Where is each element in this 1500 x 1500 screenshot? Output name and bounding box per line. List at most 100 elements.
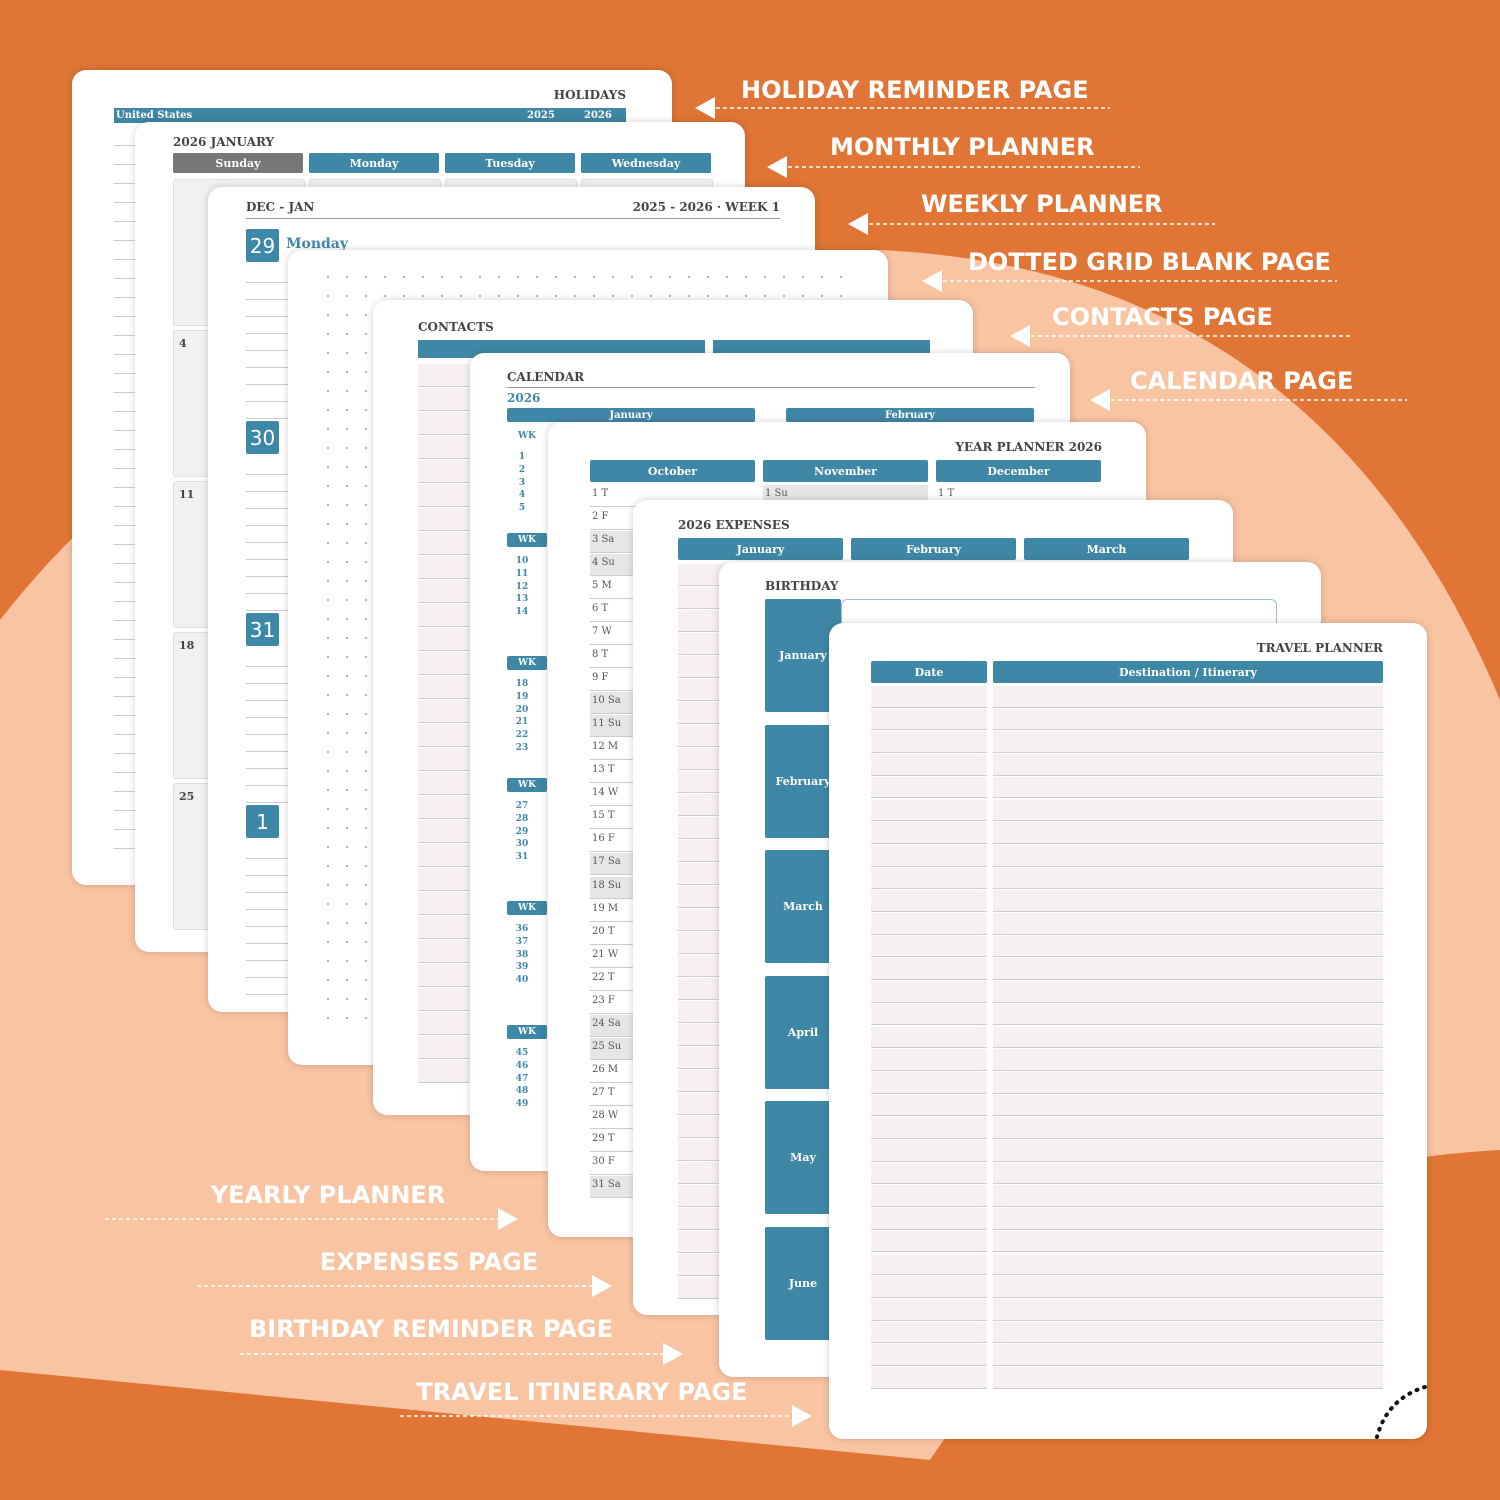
row-line: [871, 754, 987, 776]
week-number: 21: [515, 717, 529, 728]
row-line: [246, 386, 288, 402]
week-number: 23: [515, 743, 529, 753]
row-line: [993, 799, 1383, 822]
week-number: 4: [518, 490, 526, 501]
row-line: [871, 958, 987, 981]
row-line: [993, 981, 1383, 1003]
row-line: [871, 1230, 987, 1253]
row-line: [246, 561, 288, 577]
row-line: [246, 787, 288, 803]
row-line: [871, 1276, 987, 1298]
date-number: 4: [179, 337, 187, 350]
row-line: [246, 843, 288, 859]
page-title: HOLIDAYS: [553, 88, 626, 102]
day-label: 1 T: [592, 488, 609, 499]
row-line: [246, 284, 288, 300]
row-line: [871, 708, 987, 731]
week-number: 3: [518, 477, 526, 488]
row-line: [246, 770, 288, 786]
year-label: 2026: [584, 110, 612, 121]
week-number: 18: [515, 679, 529, 689]
week-number: 14: [515, 607, 529, 618]
date-number: 11: [179, 488, 195, 501]
month-bar: February: [786, 408, 1034, 422]
day-label: 20 T: [592, 925, 615, 937]
week-number: 38: [515, 949, 529, 960]
row-line: [246, 911, 288, 927]
row-line: [871, 731, 987, 754]
row-line: [993, 1276, 1383, 1298]
row-line: [246, 685, 288, 701]
day-label: 11 Su: [592, 718, 622, 730]
month-bar: January: [678, 538, 843, 560]
week-number: 47: [515, 1073, 529, 1084]
week-number: 5: [518, 503, 526, 514]
month-block: January: [765, 599, 841, 712]
row-line: [871, 935, 987, 958]
row-line: [871, 1049, 987, 1071]
row-line: [871, 1298, 987, 1321]
row-line: [993, 708, 1383, 731]
week-number: 27: [515, 801, 529, 811]
week-number: 36: [515, 924, 529, 934]
row-line: [246, 962, 288, 978]
row-line: [246, 877, 288, 893]
row-line: [246, 335, 288, 351]
row-line: [871, 890, 987, 912]
travel-page: TRAVEL PLANNER Date Destination / Itinerar…: [829, 623, 1427, 1439]
row-line: [871, 1003, 987, 1026]
row-line: [871, 1253, 987, 1276]
row-line: [246, 719, 288, 735]
wk-header: WK: [507, 1025, 547, 1039]
day-number: 1: [246, 805, 279, 838]
month-bar: March: [1024, 538, 1189, 560]
day-label: 28 W: [592, 1109, 619, 1121]
day-label: 9 F: [592, 672, 609, 684]
wk-header: WK: [507, 656, 547, 670]
dotted-arc: [1375, 1385, 1427, 1439]
week-number: 1: [518, 452, 526, 462]
row-line: [246, 894, 288, 910]
row-line: [993, 1162, 1383, 1185]
row-line: [993, 913, 1383, 935]
week-number: 20: [515, 704, 529, 715]
row-line: [246, 476, 288, 492]
week-number: 48: [515, 1086, 529, 1097]
row-line: [246, 736, 288, 752]
month-block: May: [765, 1101, 841, 1214]
page-title: YEAR PLANNER 2026: [955, 440, 1102, 454]
day-label: 23 F: [592, 994, 615, 1006]
weekday-header: Monday: [309, 153, 439, 173]
page-title: CONTACTS: [418, 320, 494, 334]
week-number: 28: [515, 813, 529, 824]
row-line: [871, 1208, 987, 1230]
country: United States: [116, 110, 193, 121]
day-label: 15 T: [592, 810, 615, 822]
row-line: [246, 318, 288, 334]
row-line: [993, 1367, 1383, 1389]
row-line: [246, 544, 288, 560]
row-line: [993, 1094, 1383, 1117]
row-line: [871, 1367, 987, 1389]
row-line: [993, 1117, 1383, 1139]
row-line: [871, 1140, 987, 1162]
wk-header: WK: [507, 901, 547, 915]
row-line: [871, 913, 987, 935]
row-line: [993, 1185, 1383, 1208]
rule: [507, 387, 1035, 388]
row-line: [871, 1344, 987, 1366]
week-number: 2: [518, 464, 526, 475]
day-label: 3 Sa: [592, 534, 615, 546]
row-line: [246, 527, 288, 543]
week-label: 2025 - 2026 · WEEK 1: [632, 200, 780, 214]
row-line: [993, 1003, 1383, 1026]
month-bar: January: [507, 408, 755, 422]
month-bar: December: [936, 460, 1101, 482]
weekday-header: Tuesday: [445, 153, 575, 173]
row-line: [246, 403, 288, 419]
row-line: [993, 844, 1383, 867]
date-number: 25: [179, 790, 195, 803]
day-number: 31: [246, 613, 279, 646]
row-line: [993, 958, 1383, 981]
